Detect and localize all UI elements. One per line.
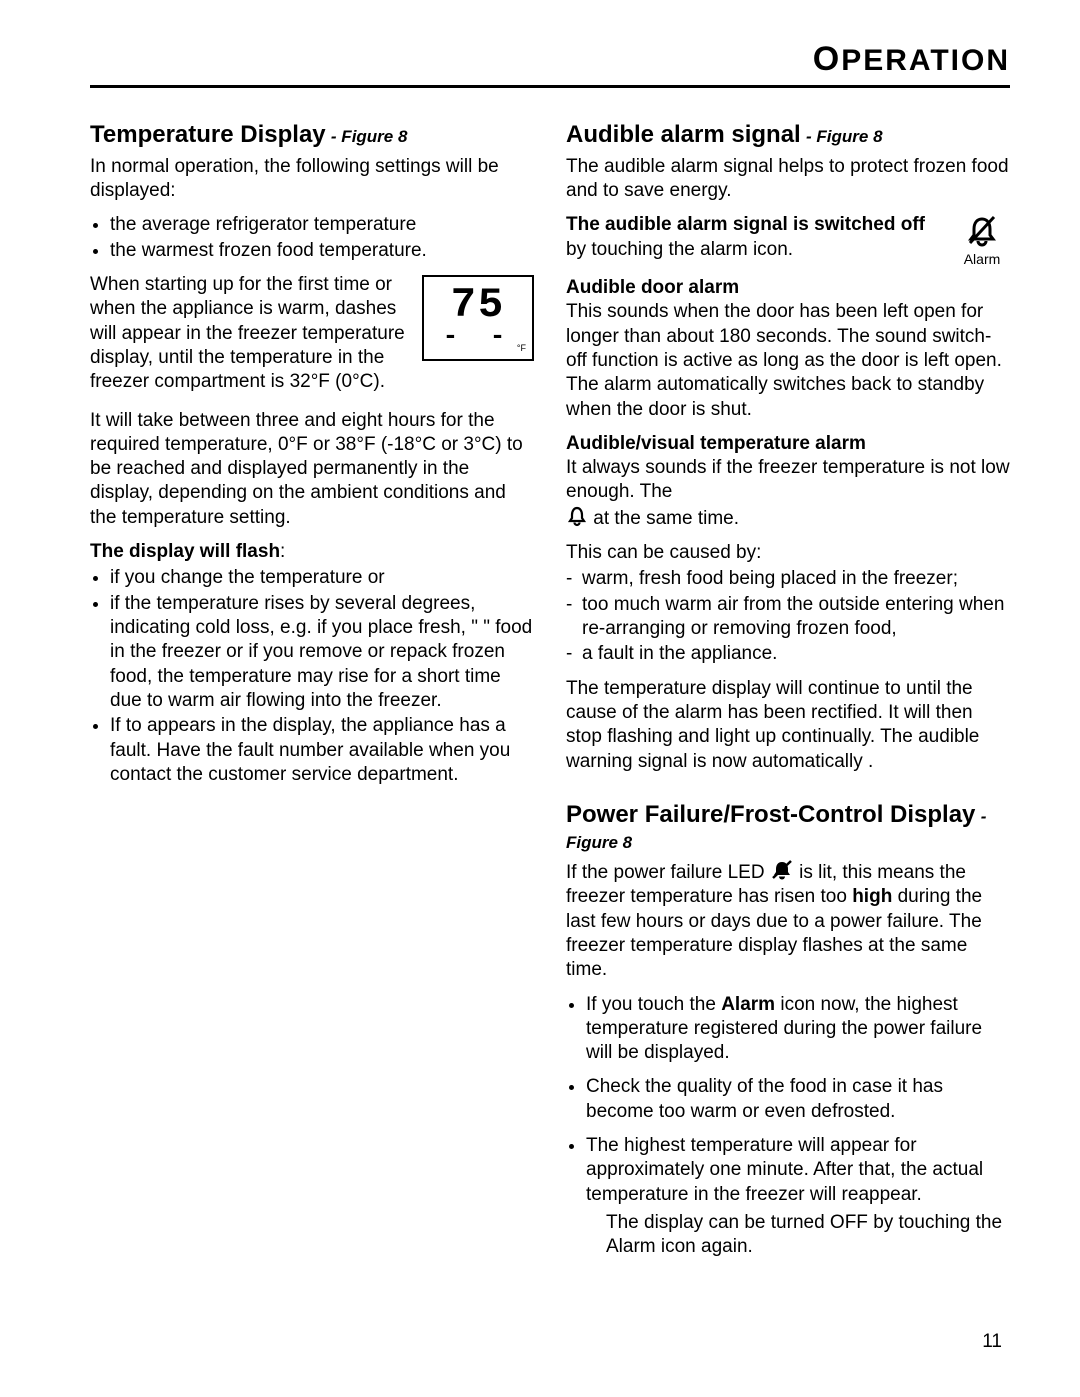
power-b3: The highest temperature will appear for … <box>586 1135 983 1205</box>
caused-list: warm, fresh food being placed in the fre… <box>566 567 1010 666</box>
temp-display-fig: - Figure 8 <box>331 127 408 146</box>
display-number: 75 <box>451 284 505 326</box>
header-rule <box>90 85 1010 88</box>
page-number: 11 <box>982 1331 1002 1353</box>
power-high: high <box>852 886 892 907</box>
list-item: The highest temperature will appear for … <box>586 1134 1010 1260</box>
temp-alarm-heading: Audible/visual temperature alarm <box>566 433 866 454</box>
list-item: a fault in the appliance. <box>582 642 1010 666</box>
temperature-display-illustration: 75 - - °F <box>422 275 534 361</box>
door-alarm-heading: Audible door alarm <box>566 277 739 298</box>
flash-heading: The display will flash <box>90 541 280 562</box>
switch-off-paragraph: The audible alarm signal is switched off… <box>566 213 1010 262</box>
temp-intro: In normal operation, the following setti… <box>90 155 534 204</box>
temp-alarm-p2-text: at the same time. <box>593 508 739 529</box>
power-lead-a: If the power failure LED <box>566 862 770 883</box>
alarm-icon-block: Alarm <box>954 213 1010 269</box>
header-rest: PERATION <box>841 44 1010 77</box>
list-item: the warmest frozen food temperature. <box>110 239 534 263</box>
continue-paragraph: The temperature display will continue to… <box>566 677 1010 774</box>
right-column: Audible alarm signal - Figure 8 The audi… <box>566 116 1010 1270</box>
power-failure-icon <box>770 859 794 881</box>
power-b1b: Alarm <box>721 994 775 1015</box>
header-initial: O <box>813 40 841 78</box>
bell-icon <box>566 505 588 527</box>
temp-alarm-p2: at the same time. <box>566 505 1010 531</box>
alarm-bell-off-icon <box>964 213 1000 249</box>
list-item: too much warm air from the outside enter… <box>582 593 1010 642</box>
left-column: Temperature Display - Figure 8 In normal… <box>90 116 534 1270</box>
list-item: the average refrigerator temperature <box>110 213 534 237</box>
temp-alarm-p1: It always sounds if the freezer temperat… <box>566 456 1010 505</box>
flash-heading-tail: : <box>280 541 285 562</box>
list-item: if you change the temperature or <box>110 566 534 590</box>
power-lead-paragraph: If the power failure LED is lit, this me… <box>566 859 1010 983</box>
switch-off-tail: by touching the alarm icon. <box>566 239 793 260</box>
power-failure-heading: Power Failure/Frost-Control Display <box>566 801 975 828</box>
display-dashes: - - <box>443 326 514 347</box>
power-tail: The display can be turned OFF by touchin… <box>586 1211 1010 1260</box>
audible-fig: - Figure 8 <box>806 127 883 146</box>
list-item: If you touch the Alarm icon now, the hig… <box>586 993 1010 1066</box>
take-paragraph: It will take between three and eight hou… <box>90 409 534 531</box>
alarm-icon-label: Alarm <box>954 251 1010 269</box>
caused-heading: This can be caused by: <box>566 541 1010 565</box>
audible-heading: Audible alarm signal <box>566 121 801 148</box>
list-item: If to appears in the display, the applia… <box>110 714 534 787</box>
switch-off-bold: The audible alarm signal is switched off <box>566 214 925 235</box>
display-unit: °F <box>517 343 526 355</box>
audible-intro: The audible alarm signal helps to protec… <box>566 155 1010 204</box>
list-item: warm, fresh food being placed in the fre… <box>582 567 1010 591</box>
temp-bullets: the average refrigerator temperature the… <box>90 213 534 263</box>
door-alarm-paragraph: This sounds when the door has been left … <box>566 300 1010 422</box>
temp-display-heading: Temperature Display <box>90 121 326 148</box>
list-item: if the temperature rises by several degr… <box>110 592 534 714</box>
power-bullets: If you touch the Alarm icon now, the hig… <box>566 993 1010 1260</box>
list-item: Check the quality of the food in case it… <box>586 1075 1010 1124</box>
power-b1a: If you touch the <box>586 994 721 1015</box>
page-header: OPERATION <box>90 40 1010 85</box>
flash-list: if you change the temperature or if the … <box>90 566 534 787</box>
